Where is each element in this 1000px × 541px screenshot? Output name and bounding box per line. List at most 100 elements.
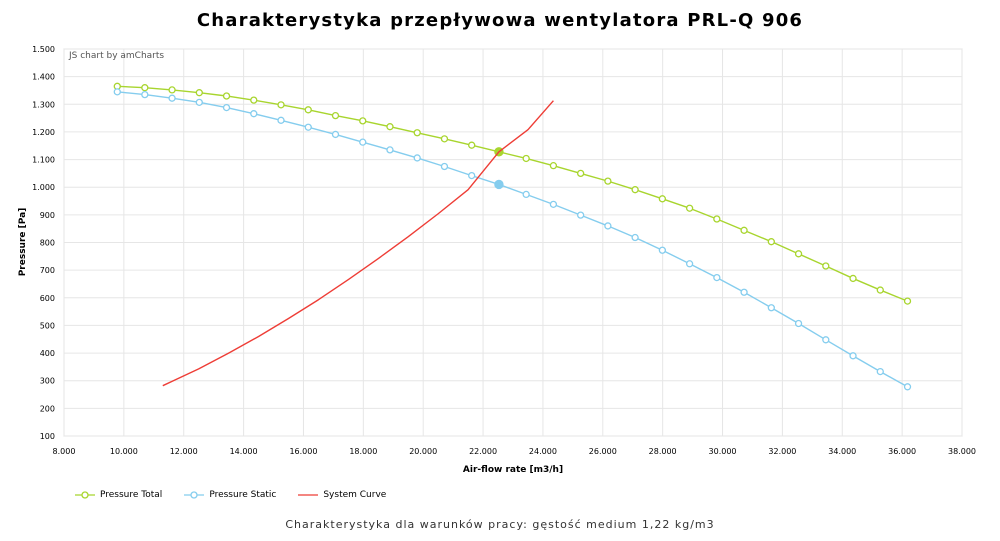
data-point-pressure-static[interactable] — [386, 146, 394, 154]
data-point-pressure-static[interactable] — [740, 288, 748, 296]
data-point-pressure-total[interactable] — [331, 111, 340, 120]
data-point-pressure-total[interactable] — [141, 84, 149, 92]
data-point-pressure-static[interactable] — [359, 138, 367, 146]
data-point-pressure-static[interactable] — [141, 90, 149, 99]
legend-label-system-curve: System Curve — [323, 490, 387, 500]
data-point-pressure-total[interactable] — [277, 101, 285, 109]
data-point-pressure-total[interactable] — [740, 226, 748, 234]
chart-subtitle: Charakterystyka dla warunków pracy: gęst… — [285, 518, 715, 531]
data-point-pressure-total[interactable] — [440, 135, 449, 143]
data-point-pressure-total[interactable] — [794, 250, 803, 258]
legend-label-pressure-static: Pressure Static — [209, 490, 277, 500]
data-point-pressure-static[interactable] — [331, 130, 340, 139]
y-tick-label: 700 — [40, 266, 55, 275]
data-point-pressure-total[interactable] — [767, 238, 775, 246]
x-tick-label: 10.000 — [110, 447, 138, 456]
legend-marker-system-curve — [298, 494, 319, 496]
legend-marker-pressure-static — [184, 491, 205, 499]
data-point-pressure-total[interactable] — [876, 286, 884, 294]
data-point-pressure-static[interactable] — [468, 171, 476, 180]
chart-title: Charakterystyka przepływowa wentylatora … — [196, 10, 804, 31]
data-point-pressure-static[interactable] — [522, 190, 530, 199]
chart-credit[interactable]: JS chart by amCharts — [69, 51, 165, 61]
data-point-pressure-static[interactable] — [250, 110, 258, 118]
data-point-pressure-static[interactable] — [277, 116, 285, 124]
data-point-pressure-total[interactable] — [250, 96, 258, 104]
y-tick-label: 100 — [40, 432, 55, 441]
data-point-pressure-static[interactable] — [113, 88, 121, 96]
data-point-pressure-static[interactable] — [222, 103, 231, 112]
x-tick-label: 24.000 — [529, 447, 557, 456]
x-tick-label: 38.000 — [948, 447, 976, 456]
data-point-pressure-static[interactable] — [413, 154, 421, 162]
data-point-pressure-static[interactable] — [794, 319, 803, 328]
y-tick-label: 1.100 — [32, 156, 55, 165]
data-point-pressure-total[interactable] — [359, 117, 367, 125]
x-tick-label: 26.000 — [589, 447, 617, 456]
legend: Pressure Total Pressure Static System Cu… — [75, 490, 386, 500]
legend-item-pressure-total[interactable]: Pressure Total — [75, 490, 162, 500]
y-tick-label: 600 — [40, 294, 55, 303]
data-point-pressure-static[interactable] — [822, 336, 830, 344]
data-point-pressure-total[interactable] — [468, 141, 476, 149]
legend-label-pressure-total: Pressure Total — [100, 490, 163, 500]
y-tick-label: 500 — [40, 321, 55, 330]
y-tick-label: 1.300 — [32, 100, 55, 109]
y-tick-label: 800 — [40, 239, 55, 248]
legend-item-system-curve[interactable]: System Curve — [298, 490, 386, 500]
data-point-pressure-static[interactable] — [168, 94, 176, 102]
data-point-pressure-static[interactable] — [767, 304, 775, 312]
y-axis-label: Pressure [Pa] — [18, 208, 28, 277]
data-point-pressure-total[interactable] — [604, 177, 612, 185]
x-axis-label: Air-flow rate [m3/h] — [463, 465, 563, 475]
series-line-pressure-total — [117, 85, 908, 302]
series-line-pressure-static — [117, 91, 908, 388]
data-point-pressure-total[interactable] — [549, 162, 558, 170]
legend-item-pressure-static[interactable]: Pressure Static — [184, 490, 276, 500]
x-tick-label: 18.000 — [349, 447, 377, 456]
data-point-pressure-total[interactable] — [386, 123, 394, 131]
x-tick-label: 34.000 — [828, 447, 856, 456]
data-point-pressure-static[interactable] — [903, 383, 912, 391]
data-point-pressure-total[interactable] — [822, 262, 830, 270]
data-point-pressure-total[interactable] — [222, 92, 231, 100]
data-point-pressure-total[interactable] — [195, 89, 203, 97]
data-point-pressure-static[interactable] — [713, 273, 721, 282]
data-point-pressure-static[interactable] — [604, 222, 612, 230]
data-point-pressure-total[interactable] — [903, 297, 912, 305]
data-point-pressure-total[interactable] — [413, 129, 421, 137]
data-point-pressure-static[interactable] — [876, 367, 884, 376]
data-point-pressure-total[interactable] — [522, 154, 530, 163]
data-point-pressure-static[interactable] — [849, 352, 857, 360]
data-point-pressure-static[interactable] — [549, 200, 558, 209]
x-tick-label: 30.000 — [709, 447, 737, 456]
data-point-pressure-total[interactable] — [849, 274, 857, 283]
legend-marker-pressure-total — [75, 491, 95, 499]
data-point-pressure-static[interactable] — [658, 246, 667, 254]
data-point-pressure-static[interactable] — [685, 260, 694, 268]
x-tick-label: 28.000 — [649, 447, 677, 456]
data-point-pressure-total[interactable] — [576, 169, 585, 178]
data-point-pressure-static[interactable] — [440, 162, 449, 171]
data-point-pressure-total[interactable] — [713, 215, 721, 223]
data-point-pressure-static[interactable] — [631, 233, 639, 242]
operating-point-pressure-static[interactable] — [494, 179, 504, 190]
series-layer — [113, 82, 912, 391]
y-tick-label: 1.500 — [32, 45, 55, 54]
series-line-system-curve — [162, 100, 554, 387]
data-point-pressure-static[interactable] — [576, 211, 585, 219]
data-point-pressure-total[interactable] — [168, 86, 176, 94]
data-point-pressure-total[interactable] — [658, 195, 667, 203]
y-tick-label: 1.000 — [32, 183, 55, 192]
data-point-pressure-total[interactable] — [304, 106, 312, 114]
data-point-pressure-total[interactable] — [631, 186, 639, 194]
y-tick-label: 1.400 — [32, 73, 55, 82]
data-point-pressure-total[interactable] — [685, 204, 694, 212]
x-tick-label: 22.000 — [469, 447, 497, 456]
data-point-pressure-static[interactable] — [304, 123, 312, 131]
x-tick-label: 36.000 — [888, 447, 916, 456]
x-tick-label: 20.000 — [409, 447, 437, 456]
x-tick-label: 12.000 — [170, 447, 198, 456]
data-point-pressure-static[interactable] — [195, 98, 203, 107]
